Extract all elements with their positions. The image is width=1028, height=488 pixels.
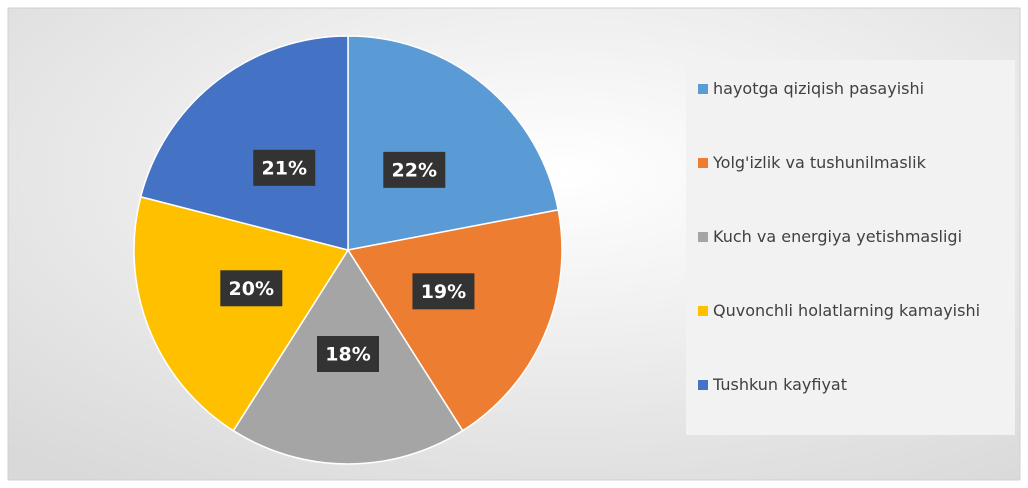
legend-swatch <box>698 232 708 242</box>
data-label: 18% <box>325 344 370 366</box>
legend: hayotga qiziqish pasayishi Yolg'izlik va … <box>686 60 1015 435</box>
data-label-box <box>253 149 316 186</box>
data-label-box <box>220 270 283 307</box>
legend-swatch <box>698 306 708 316</box>
legend-swatch <box>698 158 708 168</box>
data-label-box <box>383 151 446 188</box>
legend-label: hayotga qiziqish pasayishi <box>713 79 925 98</box>
legend-entry: Quvonchli holatlarning kamayishi <box>698 298 1007 372</box>
pie-slice <box>139 35 349 251</box>
legend-label: Tushkun kayfiyat <box>713 375 847 394</box>
legend-label: Quvonchli holatlarning kamayishi <box>713 301 981 320</box>
pie-slice <box>347 35 560 251</box>
data-label: 22% <box>392 159 437 181</box>
data-label: 19% <box>421 281 466 303</box>
pie-slice <box>133 195 350 432</box>
legend-label: Yolg'izlik va tushunilmaslik <box>713 153 926 172</box>
data-label-box <box>317 336 379 372</box>
pie-slice <box>346 209 563 432</box>
data-label: 20% <box>229 278 274 300</box>
legend-swatch <box>698 380 708 390</box>
legend-entry: hayotga qiziqish pasayishi <box>698 76 1007 150</box>
legend-swatch <box>698 84 708 94</box>
legend-entry: Yolg'izlik va tushunilmaslik <box>698 150 1007 224</box>
legend-entry: Tushkun kayfiyat <box>698 372 1007 446</box>
data-label-box <box>412 273 475 310</box>
legend-entry: Kuch va energiya yetishmasligi <box>698 224 1007 298</box>
data-label: 21% <box>262 157 307 179</box>
pie: 22% 19% 18% 20% 21% <box>133 35 563 465</box>
legend-label: Kuch va energiya yetishmasligi <box>713 227 963 246</box>
